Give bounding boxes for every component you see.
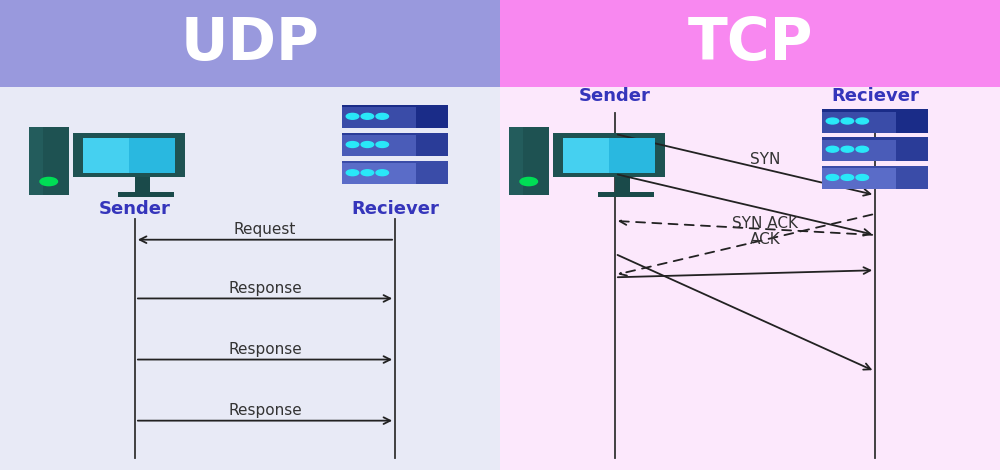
Circle shape [856, 118, 869, 124]
Circle shape [856, 174, 869, 180]
Text: SYN: SYN [750, 152, 780, 167]
Bar [342, 104, 416, 128]
FancyBboxPatch shape [562, 138, 655, 173]
Circle shape [346, 113, 359, 119]
Bar [822, 109, 896, 133]
Bar [342, 161, 416, 163]
FancyBboxPatch shape [509, 127, 549, 195]
Text: Response: Response [228, 281, 302, 296]
Circle shape [361, 141, 374, 148]
Circle shape [376, 113, 389, 119]
Text: Sender: Sender [579, 87, 651, 105]
FancyBboxPatch shape [29, 127, 69, 195]
Text: SYN ACK: SYN ACK [732, 216, 798, 231]
Bar [822, 165, 896, 168]
Bar [822, 137, 896, 140]
FancyBboxPatch shape [82, 138, 175, 173]
Bar [0, 0, 500, 87]
Bar [0, 87, 500, 470]
Bar [411, 104, 448, 128]
Circle shape [40, 177, 58, 186]
Bar [342, 133, 416, 156]
Circle shape [841, 146, 854, 152]
Circle shape [346, 170, 359, 176]
Bar [500, 87, 1000, 470]
Bar [822, 166, 896, 189]
Circle shape [841, 174, 854, 180]
Circle shape [520, 177, 538, 186]
Circle shape [826, 146, 839, 152]
Circle shape [841, 118, 854, 124]
Bar [500, 0, 1000, 87]
Text: Request: Request [234, 222, 296, 237]
Bar [822, 137, 896, 161]
Circle shape [826, 174, 839, 180]
Bar [891, 109, 928, 133]
Bar [135, 177, 150, 192]
Text: Response: Response [228, 342, 302, 357]
Text: TCP: TCP [687, 15, 813, 72]
Bar [891, 166, 928, 189]
Bar [598, 192, 654, 197]
Circle shape [856, 146, 869, 152]
FancyBboxPatch shape [552, 133, 665, 177]
Circle shape [376, 170, 389, 176]
Bar [891, 137, 928, 161]
Bar [615, 177, 630, 192]
FancyBboxPatch shape [562, 138, 609, 173]
FancyBboxPatch shape [73, 133, 185, 177]
Circle shape [376, 141, 389, 148]
Circle shape [346, 141, 359, 148]
Bar [342, 133, 416, 135]
FancyBboxPatch shape [82, 138, 129, 173]
Bar [411, 133, 448, 156]
Circle shape [361, 170, 374, 176]
Text: Sender: Sender [99, 200, 171, 218]
Bar [342, 161, 416, 184]
Circle shape [826, 118, 839, 124]
Bar [411, 161, 448, 184]
Bar [29, 127, 43, 195]
Bar [118, 192, 174, 197]
Bar [509, 127, 523, 195]
Bar [342, 104, 416, 107]
Text: Reciever: Reciever [831, 87, 919, 105]
Text: Reciever: Reciever [351, 200, 439, 218]
Bar [822, 109, 896, 111]
Text: Response: Response [228, 403, 302, 418]
Text: ACK: ACK [750, 232, 780, 247]
Text: UDP: UDP [181, 15, 319, 72]
Circle shape [361, 113, 374, 119]
